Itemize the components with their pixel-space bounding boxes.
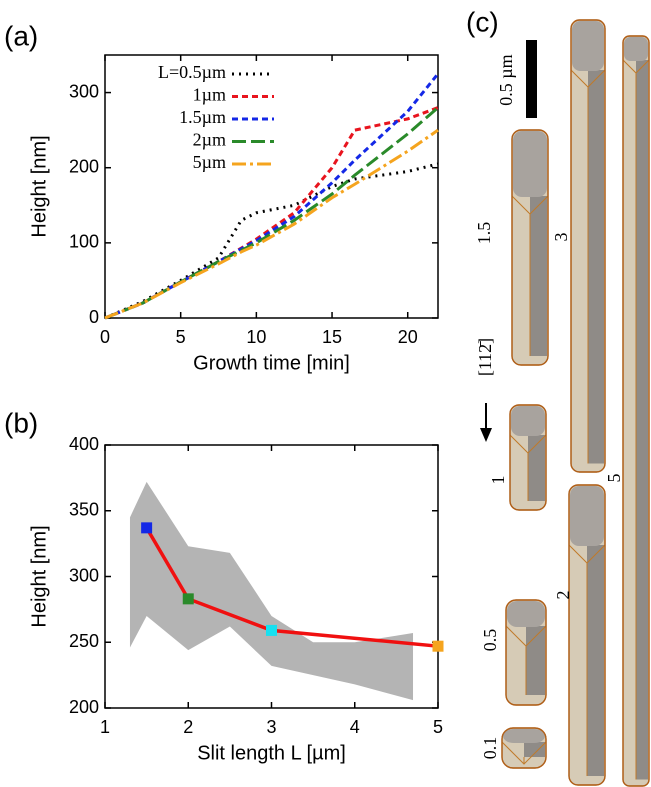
wire-tip bbox=[572, 21, 604, 71]
wire-tip bbox=[570, 486, 604, 546]
x-tick-label: 5 bbox=[176, 327, 186, 347]
length-label: 0.1 bbox=[480, 737, 500, 760]
scale-label: 0.5 µm bbox=[496, 54, 516, 105]
legend-label: 1.5µm bbox=[179, 107, 226, 127]
wires bbox=[501, 19, 650, 787]
scale-bar bbox=[526, 40, 537, 118]
legend-label: 5µm bbox=[193, 152, 226, 172]
y-tick-label: 400 bbox=[69, 434, 99, 454]
x-tick-label: 0 bbox=[100, 327, 110, 347]
x-tick-label: 3 bbox=[266, 717, 276, 737]
wire-tip bbox=[511, 406, 545, 436]
data-marker bbox=[182, 593, 194, 605]
wire-outline bbox=[568, 484, 606, 786]
wire-outline bbox=[509, 404, 547, 511]
panel-label: (a) bbox=[4, 20, 38, 51]
length-label: 2 bbox=[553, 591, 573, 600]
wire-shade bbox=[587, 545, 604, 776]
wire-outline bbox=[570, 19, 606, 473]
x-axis-label: Growth time [min] bbox=[193, 352, 350, 374]
x-axis-label: Slit length L [µm] bbox=[197, 742, 346, 764]
legend-label: 1µm bbox=[193, 85, 226, 105]
wire-shade bbox=[588, 70, 604, 464]
wire-tip bbox=[507, 601, 545, 627]
panel-label: (c) bbox=[466, 6, 499, 37]
x-tick-label: 4 bbox=[350, 717, 360, 737]
y-tick-label: 300 bbox=[69, 81, 99, 101]
data-marker bbox=[266, 624, 277, 636]
y-tick-label: 200 bbox=[69, 697, 99, 717]
wire-tip bbox=[503, 729, 545, 743]
data-line bbox=[104, 72, 440, 320]
wire-shade bbox=[530, 196, 547, 356]
wire-shade bbox=[636, 60, 648, 780]
x-tick-label: 15 bbox=[322, 327, 342, 347]
length-label: 5 bbox=[604, 474, 624, 483]
y-tick-label: 300 bbox=[69, 565, 99, 585]
wire-shade bbox=[528, 435, 545, 501]
y-tick-label: 0 bbox=[89, 307, 99, 327]
wire-tip bbox=[513, 131, 547, 197]
x-tick-label: 1 bbox=[100, 717, 110, 737]
legend-label: 2µm bbox=[193, 130, 226, 150]
length-label: 1.5 bbox=[474, 222, 494, 245]
data-line bbox=[104, 106, 439, 320]
x-tick-label: 2 bbox=[183, 717, 193, 737]
length-label: 1 bbox=[488, 476, 508, 485]
wire-shade bbox=[524, 742, 545, 757]
data-marker bbox=[141, 522, 153, 534]
wire-outline bbox=[511, 129, 549, 366]
panel-label: (b) bbox=[4, 407, 38, 438]
x-tick-label: 20 bbox=[398, 327, 418, 347]
direction-label: [112̄] bbox=[475, 338, 495, 376]
wire-shade bbox=[526, 626, 545, 695]
y-axis-label: Height [nm] bbox=[28, 525, 50, 627]
length-label: 0.5 bbox=[480, 629, 500, 652]
wire-outline bbox=[501, 727, 547, 769]
y-axis-label: Height [nm] bbox=[28, 135, 50, 237]
wire-outline bbox=[622, 35, 650, 787]
length-label: 3 bbox=[551, 233, 571, 242]
wire-tip bbox=[624, 37, 648, 61]
arrow-head bbox=[480, 428, 492, 442]
y-tick-label: 350 bbox=[69, 500, 99, 520]
data-line bbox=[104, 106, 439, 320]
y-tick-label: 200 bbox=[69, 156, 99, 176]
plot-frame bbox=[104, 54, 439, 319]
legend-label: L=0.5µm bbox=[158, 62, 226, 82]
data-marker bbox=[432, 640, 444, 652]
y-tick-label: 250 bbox=[69, 631, 99, 651]
wire-outline bbox=[505, 599, 547, 706]
y-tick-label: 100 bbox=[69, 232, 99, 252]
x-tick-label: 5 bbox=[433, 717, 443, 737]
range-band bbox=[129, 481, 414, 701]
x-tick-label: 10 bbox=[246, 327, 266, 347]
data-line bbox=[145, 526, 439, 648]
data-line bbox=[104, 128, 439, 320]
